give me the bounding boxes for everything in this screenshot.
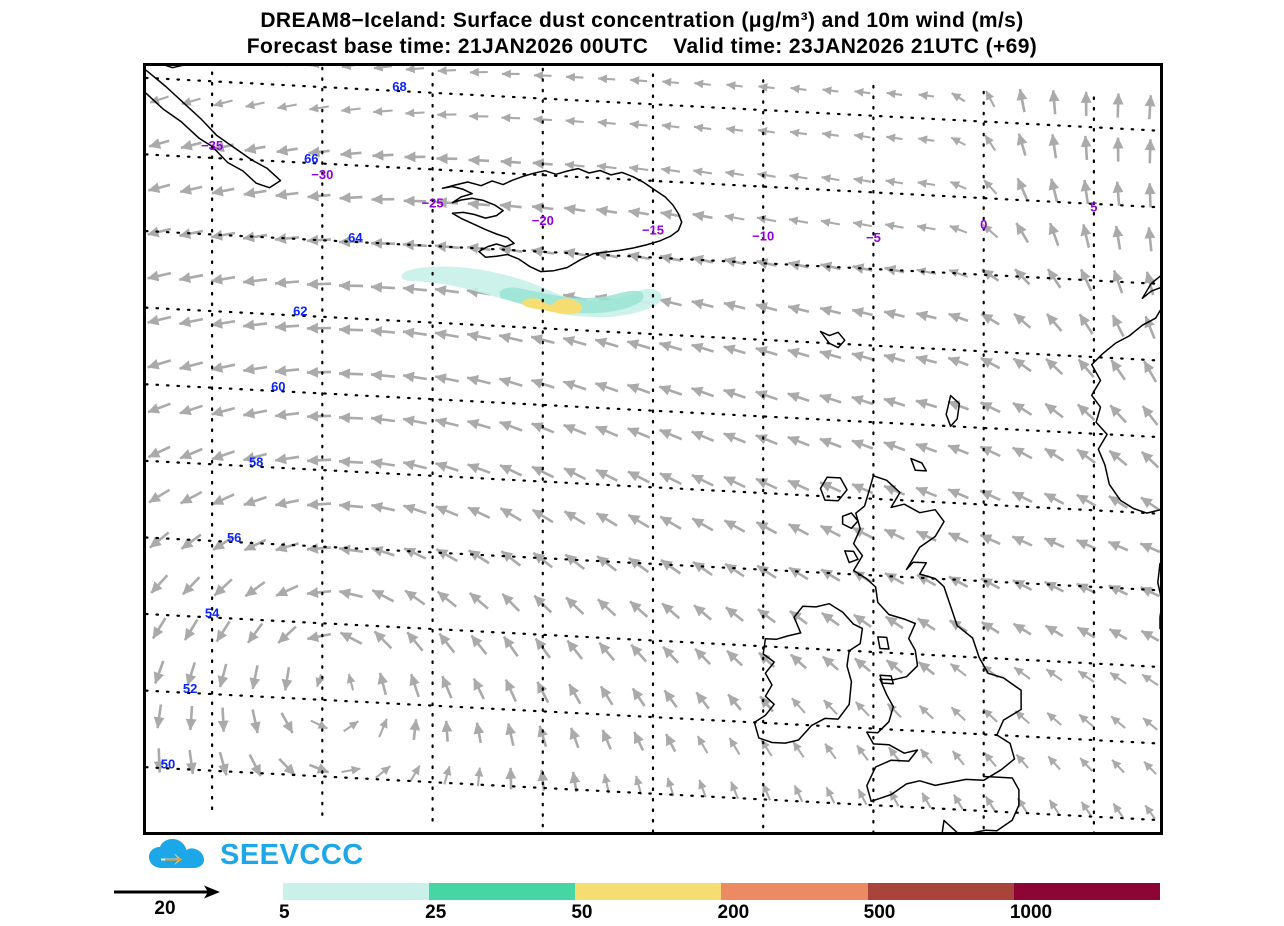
wind-arrow xyxy=(566,77,583,78)
cloud-shape xyxy=(149,839,204,868)
wind-arrow xyxy=(339,461,363,462)
wind-arrow xyxy=(159,748,160,772)
wind-arrow xyxy=(438,70,456,71)
seevccc-logo: SEEVCCC xyxy=(148,836,364,874)
wind-arrow xyxy=(307,239,331,240)
longitude-label: −35 xyxy=(201,138,223,153)
wind-arrow xyxy=(502,118,521,119)
latitude-label: 62 xyxy=(293,304,307,319)
wind-arrow xyxy=(307,416,331,417)
wind-reference-label: 20 xyxy=(110,898,220,920)
wind-arrow xyxy=(223,708,224,732)
wind-arrow xyxy=(275,326,299,328)
colorbar-segment xyxy=(429,883,575,900)
longitude-label: −10 xyxy=(752,228,774,243)
map-canvas: 68666462605856545250−35−30−25−20−15−10−5… xyxy=(146,66,1160,832)
colorbar-segment xyxy=(721,883,867,900)
colorbar-tick-label: 200 xyxy=(718,902,750,924)
latitude-label: 52 xyxy=(183,681,197,696)
longitude-label: −30 xyxy=(311,167,333,182)
cloud-icon xyxy=(148,838,212,872)
latitude-label: 68 xyxy=(392,79,406,94)
longitude-label: −5 xyxy=(866,230,881,245)
latitude-label: 60 xyxy=(271,379,285,394)
colorbar-segment xyxy=(283,883,429,900)
wind-arrow xyxy=(307,504,331,506)
wind-arrow xyxy=(469,160,490,161)
wind-arrow xyxy=(307,548,331,550)
colorbar-segment xyxy=(1014,883,1160,900)
logo-text: SEEVCCC xyxy=(220,839,364,872)
wind-arrow xyxy=(406,68,424,69)
wind-arrow xyxy=(630,80,647,81)
wind-arrow xyxy=(1053,90,1055,114)
wind-arrow xyxy=(566,121,584,122)
longitude-label: −15 xyxy=(642,223,664,238)
latitude-label: 58 xyxy=(249,455,263,470)
longitude-label: −25 xyxy=(422,196,444,211)
wind-arrow xyxy=(1149,95,1151,119)
wind-arrow xyxy=(373,155,394,156)
wind-arrow xyxy=(371,287,395,288)
wind-arrow xyxy=(662,82,679,84)
colorbar-tick-label: 5 xyxy=(279,902,290,924)
wind-arrow xyxy=(511,768,512,790)
latitude-label: 54 xyxy=(205,606,220,621)
wind-arrow xyxy=(1118,94,1119,118)
longitude-label: 0 xyxy=(980,217,987,232)
latitude-label: 64 xyxy=(348,230,363,245)
colorbar-segment xyxy=(575,883,721,900)
colorbar-tick-label: 1000 xyxy=(1010,902,1052,924)
wind-arrow xyxy=(307,460,331,461)
colorbar-tick-label: 500 xyxy=(864,902,896,924)
wind-arrow xyxy=(403,244,427,245)
wind-arrow xyxy=(307,284,331,285)
wind-arrow xyxy=(501,161,521,162)
latitude-label: 50 xyxy=(161,756,175,771)
colorbar-tick-label: 25 xyxy=(425,902,446,924)
wind-arrow xyxy=(371,243,395,244)
wind-arrow xyxy=(1085,136,1087,160)
wind-arrow xyxy=(405,113,424,114)
wind-arrow xyxy=(339,329,363,330)
wind-arrow xyxy=(598,78,615,79)
colorbar-tick-label: 50 xyxy=(571,902,592,924)
wind-arrow xyxy=(534,75,551,76)
colorbar-segment xyxy=(868,883,1014,900)
wind-arrow xyxy=(190,706,192,730)
longitude-label: 5 xyxy=(1090,200,1097,215)
latitude-label: 66 xyxy=(304,151,318,166)
title-line-2: Forecast base time: 21JAN2026 00UTC Vali… xyxy=(0,34,1284,60)
wind-arrow xyxy=(534,119,552,120)
longitude-label: −20 xyxy=(532,213,554,228)
page-title: DREAM8−Iceland: Surface dust concentrati… xyxy=(0,8,1284,60)
wind-arrow xyxy=(1150,139,1151,163)
wind-arrow xyxy=(1150,183,1151,207)
wind-arrow xyxy=(340,197,363,198)
title-line-1: DREAM8−Iceland: Surface dust concentrati… xyxy=(0,8,1284,34)
wind-arrow xyxy=(339,373,363,374)
wind-arrow xyxy=(446,721,447,742)
colorbar xyxy=(283,883,1160,900)
wind-arrow xyxy=(341,153,362,155)
wind-arrow xyxy=(339,417,363,418)
wind-arrow xyxy=(307,372,331,373)
latitude-label: 56 xyxy=(227,530,241,545)
legend: 20 5 25 50 200 500 1000 xyxy=(0,880,1284,925)
wind-arrow xyxy=(468,204,490,206)
